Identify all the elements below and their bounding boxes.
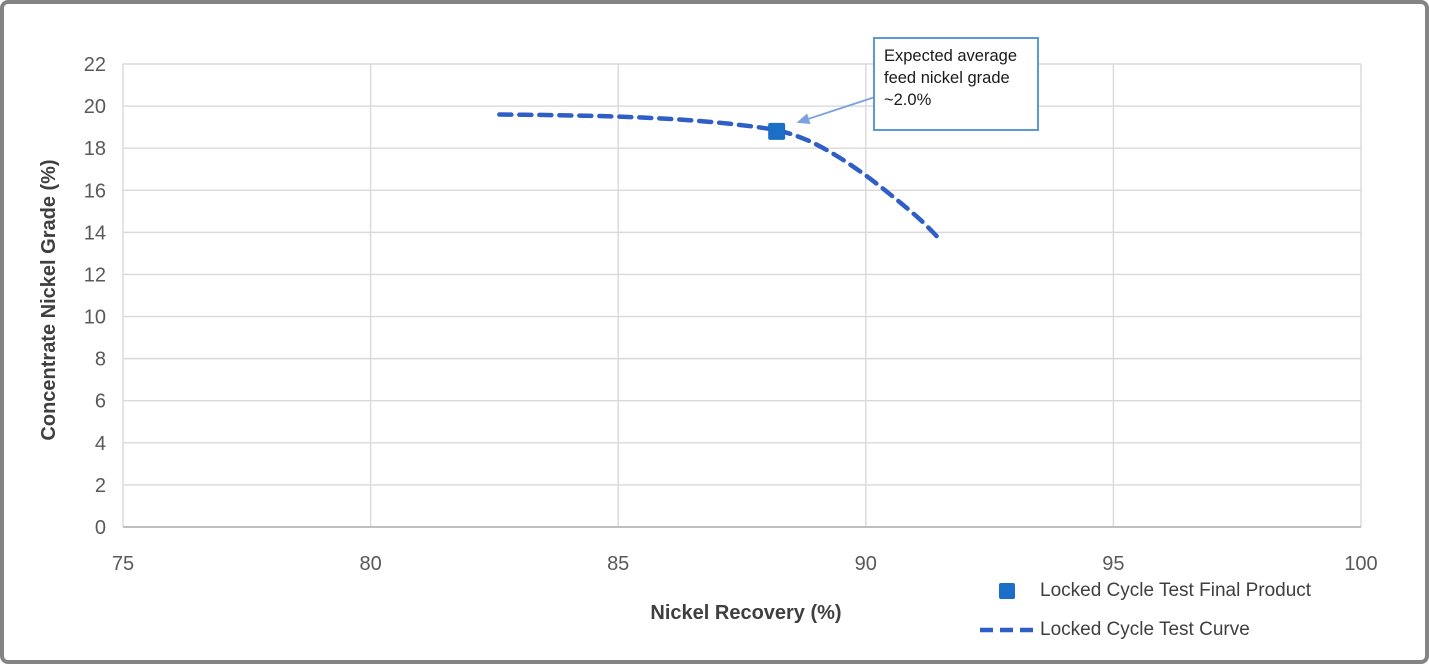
y-tick-label: 16 xyxy=(84,180,106,202)
arrow-head xyxy=(796,113,811,124)
annotation-callout: Expected average feed nickel grade ~2.0% xyxy=(873,37,1039,131)
dashed-line-icon xyxy=(978,617,1036,643)
final-product-marker xyxy=(768,122,786,140)
y-tick-label: 10 xyxy=(84,307,106,329)
x-tick-label: 95 xyxy=(1102,553,1124,575)
x-tick-label: 100 xyxy=(1344,553,1377,575)
y-tick-label: 18 xyxy=(84,138,106,160)
y-tick-label: 8 xyxy=(95,349,106,371)
axis-tick-labels: 0 2 4 6 8 10 12 14 16 18 20 22 75 80 85 90 95 100 xyxy=(84,54,1378,575)
legend-item-final-product: Locked Cycle Test Final Product xyxy=(978,578,1311,604)
y-tick-label: 12 xyxy=(84,264,106,286)
x-tick-label: 85 xyxy=(607,553,629,575)
gridlines xyxy=(122,63,1362,528)
y-tick-label: 14 xyxy=(84,222,106,244)
square-marker-icon xyxy=(978,578,1036,604)
y-tick-label: 0 xyxy=(95,517,106,539)
x-tick-label: 80 xyxy=(359,553,381,575)
y-tick-label: 22 xyxy=(84,54,106,76)
legend-label-curve: Locked Cycle Test Curve xyxy=(1040,619,1250,640)
grade-recovery-chart: 0 2 4 6 8 10 12 14 16 18 20 22 75 80 85 90 95 100 Nickel … xyxy=(38,54,1378,624)
legend-item-curve: Locked Cycle Test Curve xyxy=(978,617,1311,643)
arrow-line xyxy=(808,96,876,120)
y-tick-label: 20 xyxy=(84,96,106,118)
annotation-arrow xyxy=(796,96,876,124)
annotation-text: Expected average feed nickel grade ~2.0% xyxy=(884,47,1018,109)
y-tick-label: 6 xyxy=(95,391,106,413)
y-tick-label: 4 xyxy=(95,433,106,455)
data-series xyxy=(497,112,943,242)
legend-label-final-product: Locked Cycle Test Final Product xyxy=(1040,580,1312,601)
x-axis-title: Nickel Recovery (%) xyxy=(650,602,841,624)
y-tick-label: 2 xyxy=(95,475,106,497)
y-axis-title: Concentrate Nickel Grade (%) xyxy=(38,159,60,440)
locked-cycle-test-curve xyxy=(497,112,943,242)
x-tick-label: 75 xyxy=(112,553,134,575)
legend: Locked Cycle Test Final Product Locked C… xyxy=(978,578,1311,643)
x-tick-label: 90 xyxy=(855,553,877,575)
